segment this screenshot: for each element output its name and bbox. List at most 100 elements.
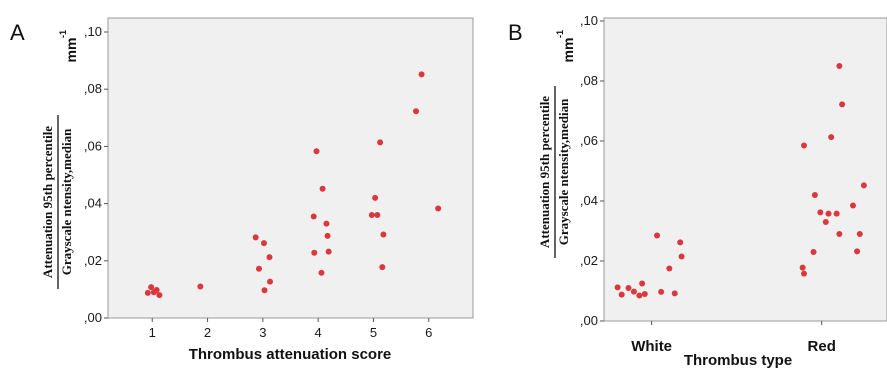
- panel-a-y-axis-title: Attenuation 95th percentile Grayscale nt…: [40, 30, 79, 289]
- panel-a-data-point: [323, 220, 330, 227]
- panel-b-letter: B: [508, 20, 523, 45]
- panel-a-ytitle-unit-exponent: -1: [58, 30, 68, 38]
- panel-b-x-tick-label: Red: [808, 338, 836, 355]
- panel-b-data-point: [811, 192, 818, 198]
- panel-b-plot-area: [603, 17, 887, 322]
- panel-a-data-point: [266, 254, 273, 261]
- panel-a-data-point: [153, 286, 160, 293]
- panel-b-data-point: [677, 239, 684, 246]
- panel-a: A Attenuation 95th percentile Grayscale …: [10, 17, 474, 363]
- panel-a-data-point: [197, 283, 204, 290]
- panel-b-data-point: [836, 63, 843, 69]
- panel-a-x-tick-label: 4: [315, 325, 322, 340]
- panel-b-data-point: [641, 291, 648, 297]
- panel-b-data-point: [678, 253, 685, 260]
- panel-a-data-point: [310, 213, 317, 220]
- panel-b-data-point: [810, 249, 817, 255]
- panel-b-data-point: [825, 210, 832, 217]
- panel-b-data-point: [671, 290, 678, 297]
- panel-a-x-tick-label: 6: [425, 325, 432, 340]
- panel-b-data-point: [614, 284, 621, 291]
- panel-b-data-point: [854, 248, 861, 255]
- panel-a-data-point: [252, 234, 259, 241]
- panel-a-x-tick-label: 1: [149, 325, 156, 340]
- panel-a-letter: A: [10, 20, 25, 45]
- panel-b-ytitle-unit-exponent: -1: [555, 30, 565, 38]
- panel-a-data-point: [368, 212, 375, 219]
- panel-a-data-point: [260, 240, 267, 247]
- panel-b-y-axis-title: Attenuation 95th percentile Grayscale nt…: [537, 30, 576, 258]
- panel-b-ytitle-denominator: Grayscale ntensity,median: [556, 98, 571, 245]
- panel-a-data-point: [324, 232, 331, 239]
- panel-b-ytitle-unit: mm: [560, 38, 576, 63]
- panel-a-data-point: [261, 287, 268, 294]
- panel-a-x-tick-label: 2: [204, 325, 211, 340]
- panel-a-data-point: [435, 205, 442, 212]
- panel-b-data-point: [856, 231, 863, 237]
- panel-a-data-point: [311, 249, 318, 256]
- panel-b-x-axis-title: Thrombus type: [684, 352, 792, 369]
- panel-a-plot-area: [107, 17, 474, 319]
- panel-b-data-point: [822, 219, 829, 225]
- panel-b-data-point: [828, 134, 835, 141]
- panel-b-data-point: [836, 231, 843, 237]
- panel-b-y-tick-label: ,04: [580, 193, 598, 208]
- panel-b-y-tick-label: ,10: [580, 13, 598, 28]
- panel-b-data-point: [849, 202, 856, 209]
- panel-a-data-point: [267, 278, 274, 285]
- panel-b-data-point: [639, 280, 646, 287]
- panel-a-data-point: [379, 264, 386, 271]
- panel-a-y-tick-label: ,02: [84, 253, 102, 268]
- panel-b-data-point: [636, 292, 643, 299]
- panel-a-y-tick-label: ,08: [84, 81, 102, 96]
- panel-b-ytitle-numerator: Attenuation 95th percentile: [537, 96, 552, 248]
- panel-a-data-point: [319, 185, 326, 192]
- panel-a-data-point: [413, 108, 420, 115]
- panel-a-ytitle-denominator: Grayscale ntensity,median: [59, 128, 74, 275]
- panel-a-points: [144, 71, 442, 299]
- panel-a-ytitle-numerator: Attenuation 95th percentile: [40, 126, 55, 278]
- panel-b-points: [614, 63, 867, 299]
- panel-b-x-ticks: White Red: [631, 321, 836, 355]
- panel-b-data-point: [801, 142, 808, 149]
- panel-a-ytitle-unit: mm: [63, 38, 79, 63]
- panel-b-data-point: [817, 209, 824, 216]
- panel-a-data-point: [144, 289, 151, 296]
- panel-a-y-tick-label: ,04: [84, 196, 102, 211]
- panel-b-data-point: [833, 210, 840, 217]
- panel-b-data-point: [801, 270, 808, 277]
- panel-a-data-point: [313, 148, 320, 155]
- panel-a-data-point: [372, 194, 379, 201]
- panel-b-y-ticks: ,00 ,02 ,04 ,06 ,08 ,10: [580, 13, 604, 328]
- panel-b-data-point: [666, 265, 673, 272]
- panel-b-data-point: [618, 291, 625, 298]
- panel-b-x-tick-label: White: [631, 338, 672, 355]
- panel-a-x-tick-label: 5: [370, 325, 377, 340]
- panel-a-data-point: [255, 265, 262, 272]
- panel-b-y-tick-label: ,06: [580, 133, 598, 148]
- panel-a-data-point: [380, 231, 387, 238]
- panel-b-y-tick-label: ,08: [580, 73, 598, 88]
- panel-a-y-ticks: ,00 ,02 ,04 ,06 ,08 ,10: [84, 24, 108, 325]
- panel-a-y-tick-label: ,10: [84, 24, 102, 39]
- panel-a-data-point: [418, 71, 425, 78]
- panel-b-data-point: [839, 101, 846, 108]
- panel-b-data-point: [799, 264, 806, 271]
- panel-a-data-point: [318, 269, 325, 276]
- panel-a-y-tick-label: ,06: [84, 138, 102, 153]
- panel-b-data-point: [658, 288, 665, 295]
- panel-b-data-point: [654, 232, 661, 239]
- panel-b-y-tick-label: ,00: [580, 313, 598, 328]
- panel-a-data-point: [148, 284, 155, 291]
- panel-b-data-point: [625, 285, 632, 291]
- panel-b: B Attenuation 95th percentile Grayscale …: [508, 13, 887, 369]
- panel-a-data-point: [156, 292, 163, 299]
- panel-a-x-tick-label: 3: [259, 325, 266, 340]
- panel-b-y-tick-label: ,02: [580, 253, 598, 268]
- panel-b-data-point: [860, 182, 867, 189]
- panel-a-x-axis-title: Thrombus attenuation score: [189, 346, 392, 363]
- panel-a-x-ticks: 1 2 3 4 5 6: [149, 318, 432, 340]
- panel-a-data-point: [377, 139, 384, 146]
- panel-a-y-tick-label: ,00: [84, 310, 102, 325]
